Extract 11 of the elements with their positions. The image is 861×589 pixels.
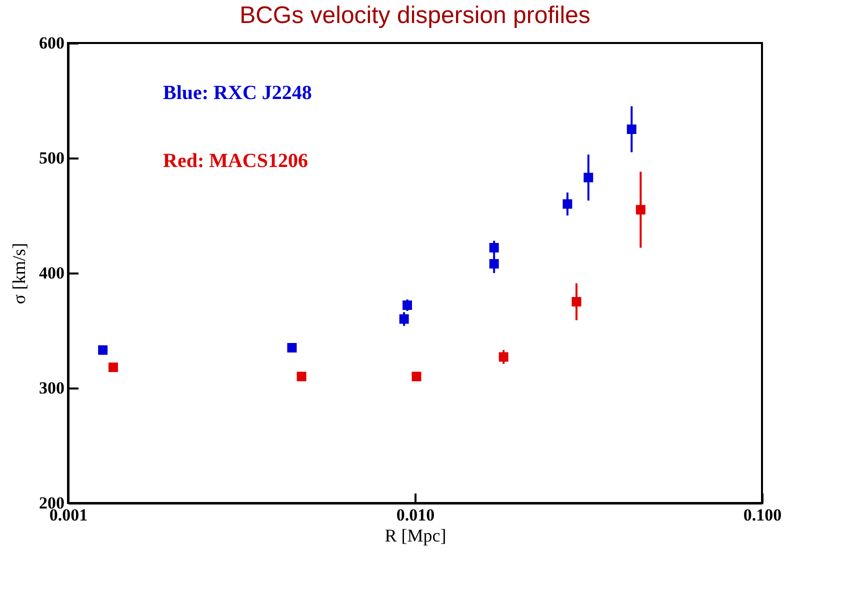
y-tick-label: 600 <box>39 34 64 52</box>
y-tick-label: 400 <box>39 264 64 282</box>
y-tick-label: 500 <box>39 148 64 168</box>
x-tick-label: 0.010 <box>396 506 435 524</box>
chart-title: BCGs velocity dispersion profiles <box>240 2 590 29</box>
y-tick-label: 300 <box>39 378 64 398</box>
text: Blue: RXC J2248 <box>163 82 312 104</box>
x-axis-title: R [Mpc] <box>384 526 446 546</box>
x-tick-label: 0.100 <box>743 506 782 524</box>
y-axis-title: σ [km/s] <box>9 242 29 304</box>
text: Red: MACS1206 <box>163 150 308 172</box>
